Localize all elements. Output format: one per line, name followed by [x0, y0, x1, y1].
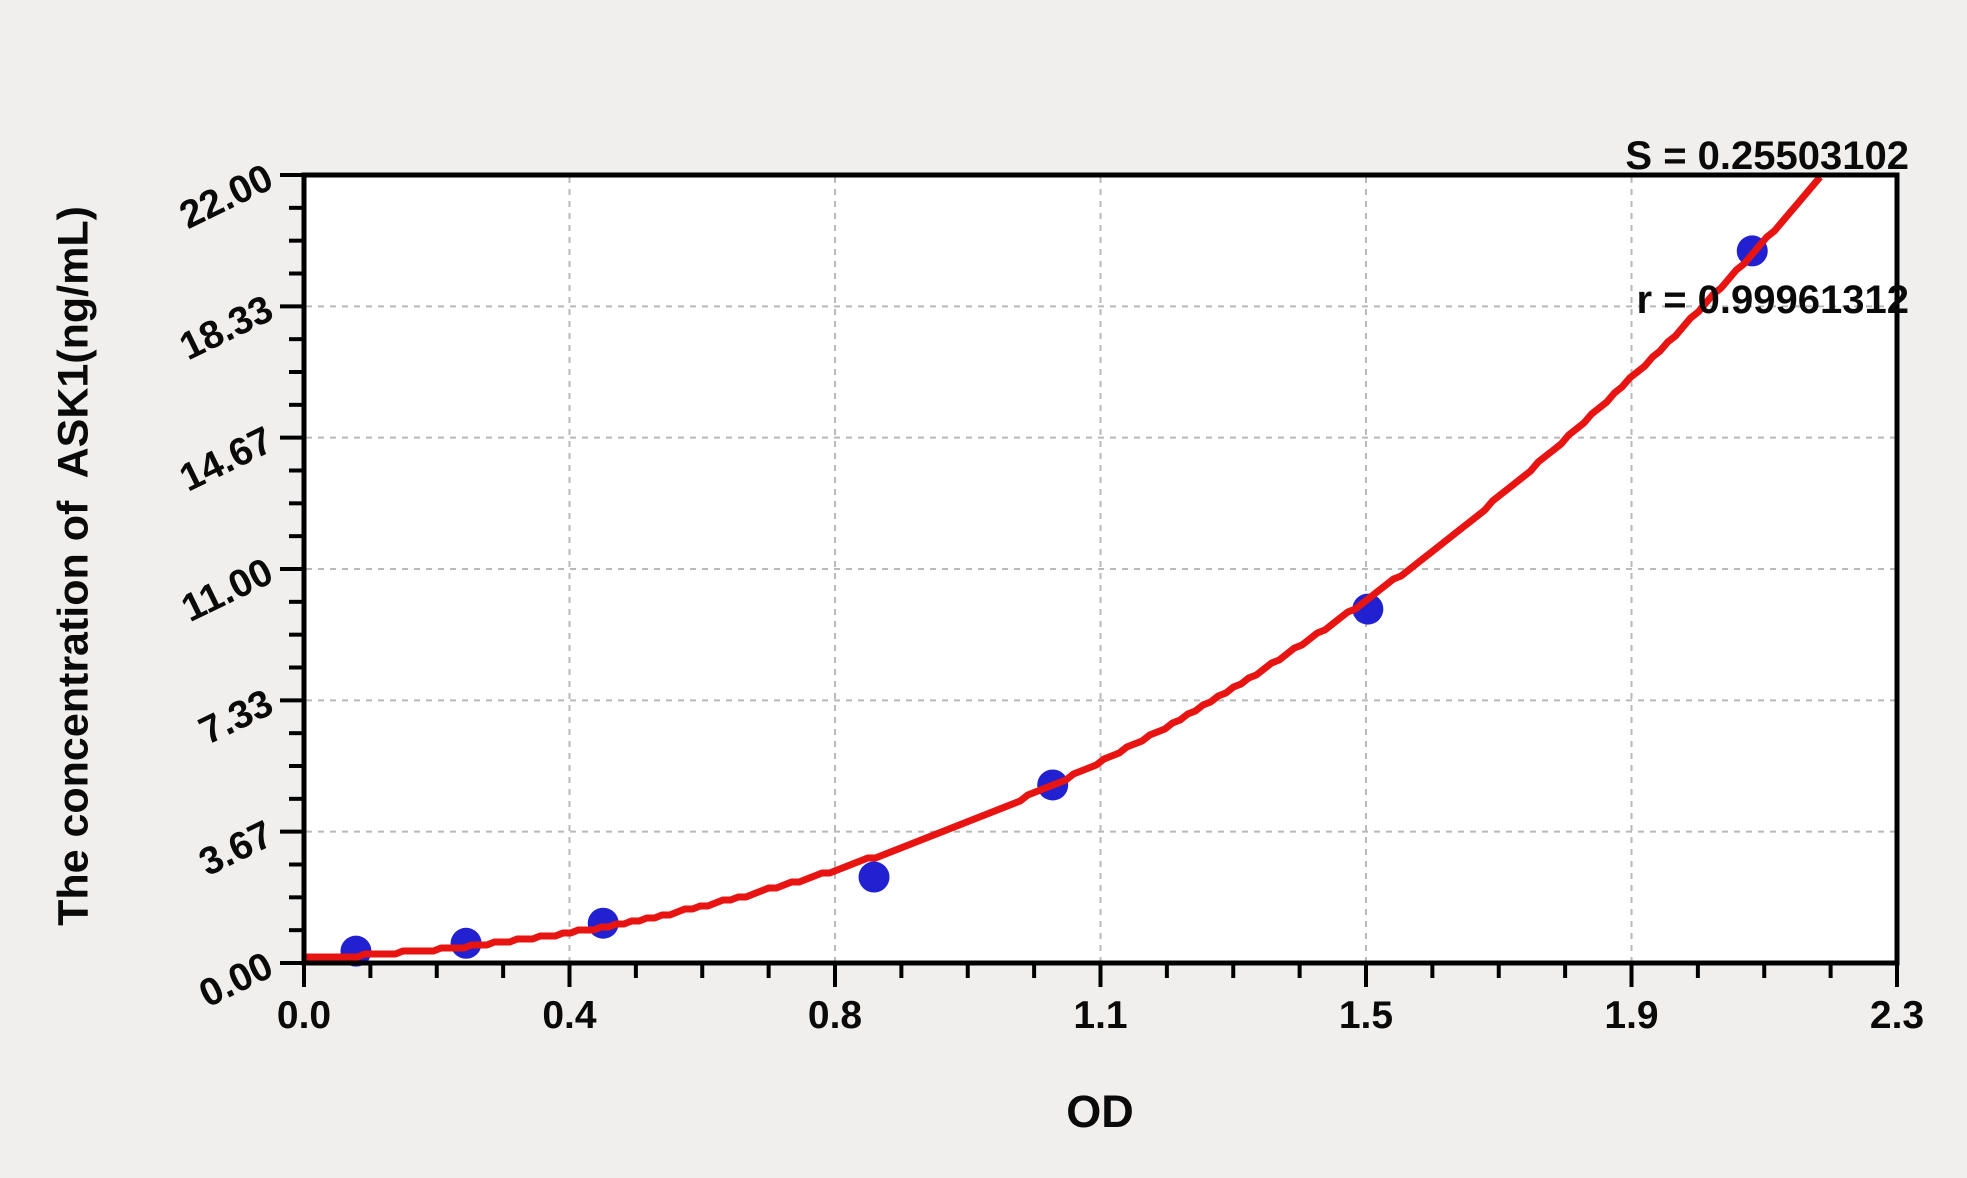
x-tick-label: 0.0	[277, 994, 331, 1037]
fit-curve	[304, 174, 1823, 961]
x-axis-title: OD	[1066, 1086, 1134, 1137]
y-tick-label: 0.00	[193, 944, 280, 1016]
fit-statistic-s: S = 0.25503102	[1625, 134, 1909, 178]
y-tick-label: 18.33	[173, 287, 280, 368]
x-tick-label: 1.1	[1073, 994, 1127, 1037]
x-tick-label: 1.9	[1604, 994, 1658, 1037]
y-tick-label: 14.67	[173, 419, 280, 500]
y-tick-label: 11.00	[175, 550, 280, 630]
y-axis-title: The concentration of ASK1(ng/mL)	[49, 206, 98, 926]
fit-statistic-r: r = 0.99961312	[1636, 278, 1909, 322]
data-point	[858, 861, 890, 893]
x-tick-label: 0.8	[808, 994, 862, 1037]
y-tick-label: 22.00	[173, 156, 280, 237]
x-tick-label: 0.4	[542, 994, 597, 1037]
y-tick-label: 3.67	[193, 813, 280, 885]
plot-border	[301, 172, 1900, 966]
y-tick-label: 7.33	[193, 681, 280, 753]
fit-statistics: S = 0.25503102 r = 0.99961312	[1625, 36, 1909, 420]
x-tick-label: 1.5	[1339, 994, 1393, 1037]
x-tick-label: 2.3	[1870, 994, 1924, 1037]
